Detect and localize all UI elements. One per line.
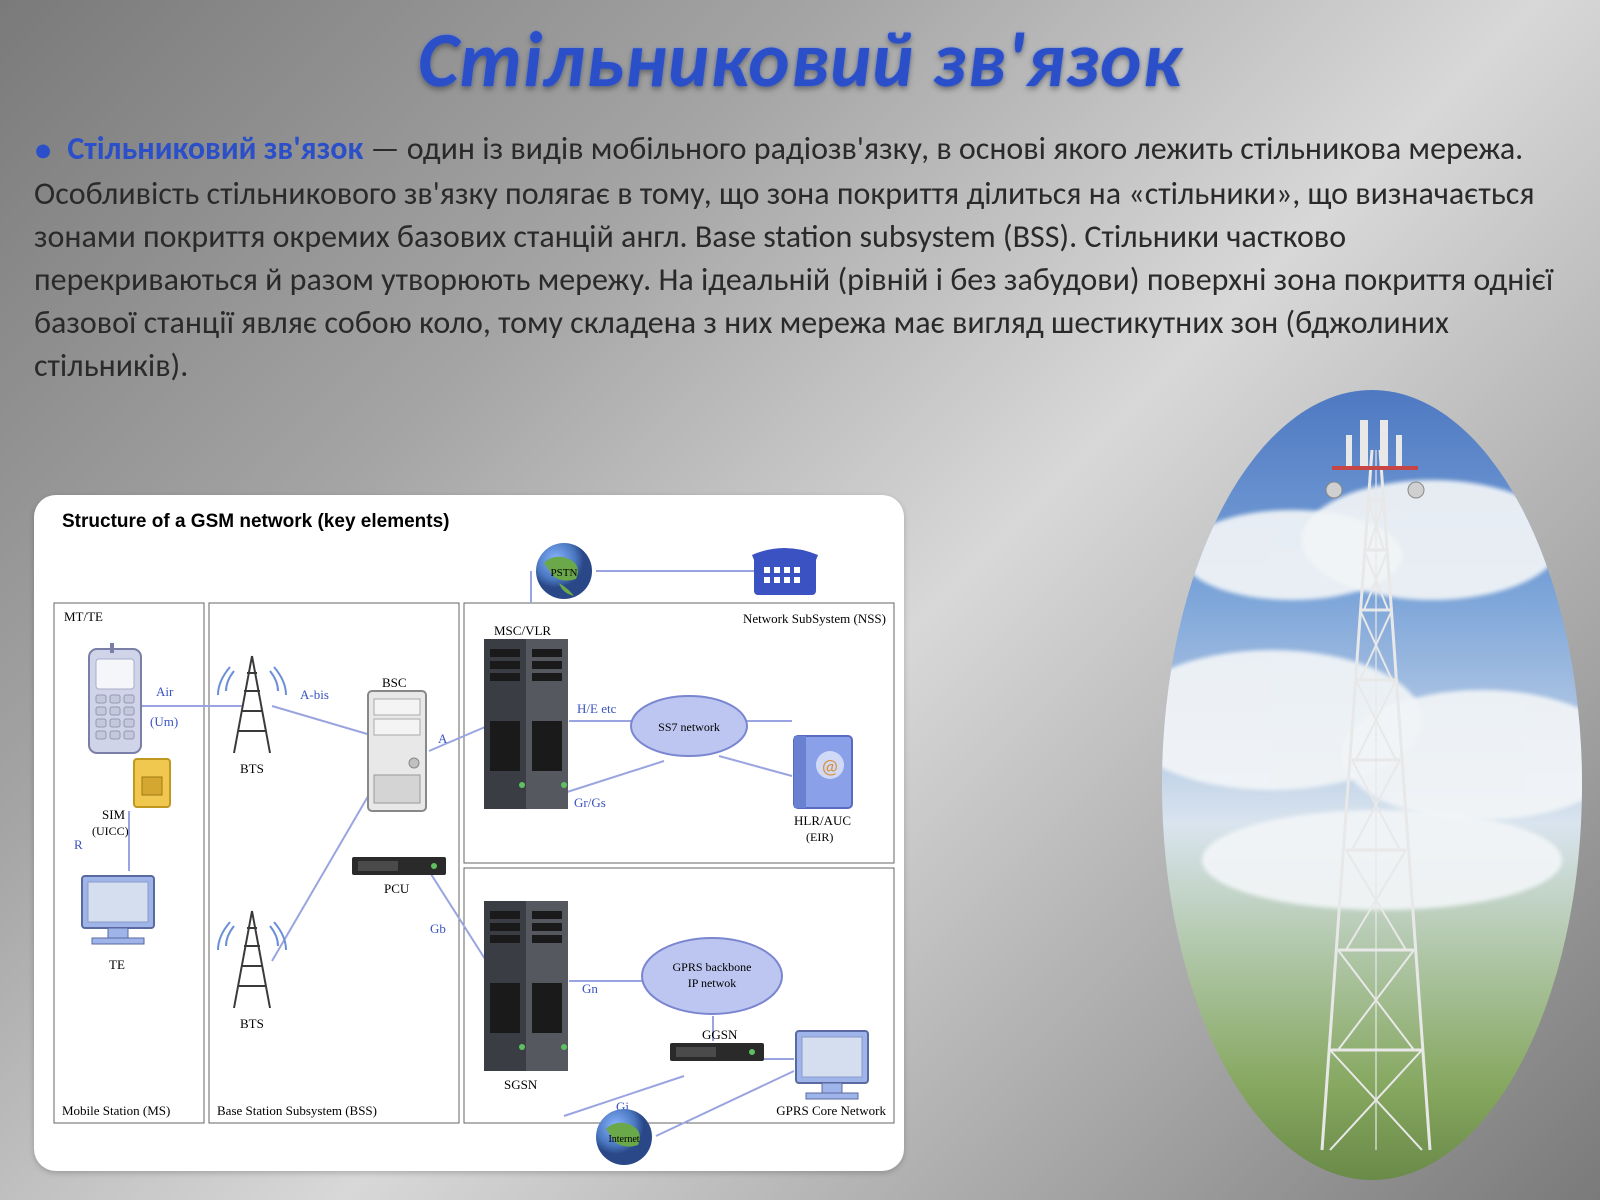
link-he: H/E etc	[577, 701, 617, 716]
tower-photo	[1162, 390, 1582, 1180]
label-bts-2: BTS	[240, 1016, 264, 1031]
label-gprs-bb: GPRS backbone	[673, 960, 752, 974]
label-hlr: HLR/AUC	[794, 813, 851, 828]
telephone-icon	[752, 548, 818, 595]
phone-icon	[89, 643, 141, 753]
bsc-icon	[368, 691, 426, 811]
hlr-book-icon: @	[794, 736, 852, 808]
link-air: Air	[156, 684, 174, 699]
label-mscvlr: MSC/VLR	[494, 623, 551, 638]
label-pcu: PCU	[384, 881, 410, 896]
sgsn-server-icon	[484, 901, 568, 1071]
mscvlr-server-icon	[484, 639, 568, 809]
label-bsc: BSC	[382, 675, 407, 690]
label-gprs-core: GPRS Core Network	[776, 1103, 886, 1118]
gsm-diagram: Structure of a GSM network (key elements…	[34, 495, 904, 1171]
label-ss7: SS7 network	[658, 720, 720, 734]
label-bss: Base Station Subsystem (BSS)	[217, 1103, 377, 1118]
link-r: R	[74, 837, 83, 852]
link-gn: Gn	[582, 981, 598, 996]
label-mtte: MT/TE	[64, 609, 103, 624]
link-gb: Gb	[430, 921, 446, 936]
label-te: TE	[109, 957, 125, 972]
term-highlight: Стільниковий зв'язок	[67, 129, 363, 168]
link-grgs: Gr/Gs	[574, 795, 606, 810]
page-title: Стільниковий зв'язок	[0, 0, 1600, 107]
link-a: A	[438, 731, 448, 746]
tower-icon	[1162, 390, 1582, 1180]
label-pstn: PSTN	[551, 567, 578, 579]
label-sgsn: SGSN	[504, 1077, 538, 1092]
label-eir: (EIR)	[806, 830, 833, 844]
label-sim: SIM	[102, 807, 126, 822]
label-internet: Internet	[608, 1134, 639, 1145]
link-um: (Um)	[150, 714, 178, 729]
body-paragraph: ● Стільниковий зв'язок — один із видів м…	[0, 107, 1600, 398]
label-bts-1: BTS	[240, 761, 264, 776]
label-ggsn: GGSN	[702, 1027, 738, 1042]
label-uicc: (UICC)	[92, 824, 129, 838]
label-ms: Mobile Station (MS)	[62, 1103, 170, 1118]
label-nss: Network SubSystem (NSS)	[743, 611, 886, 626]
bullet-icon: ●	[34, 132, 52, 169]
gsm-diagram-svg: MT/TE Mobile Station (MS) Base Station S…	[34, 541, 904, 1167]
svg-text:@: @	[821, 755, 839, 779]
label-ip-net: IP netwok	[688, 976, 737, 990]
link-abis: A-bis	[300, 687, 329, 702]
diagram-title: Structure of a GSM network (key elements…	[34, 495, 904, 541]
